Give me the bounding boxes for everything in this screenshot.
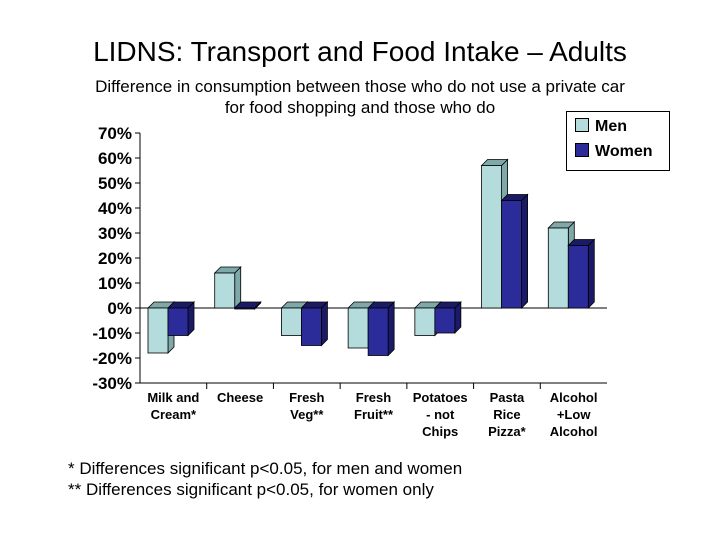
x-tick-label: Rice [493, 407, 520, 422]
x-tick-label: Alcohol [550, 390, 598, 405]
subtitle-line: Difference in consumption between those … [95, 77, 625, 96]
footnotes: * Differences significant p<0.05, for me… [68, 458, 462, 500]
legend-item-men: Men [575, 118, 627, 136]
bar-men [281, 307, 302, 336]
bar-men [481, 165, 502, 309]
legend-item-women: Women [575, 143, 652, 161]
legend-label-men: Men [595, 118, 627, 135]
bar-men [147, 307, 169, 354]
legend-swatch-women [575, 143, 589, 157]
bar-women [501, 200, 522, 309]
x-tick-label: Pasta [490, 390, 525, 405]
bar-men [347, 307, 369, 349]
y-tick-label: 30% [98, 224, 132, 243]
y-tick-label: 40% [98, 199, 132, 218]
x-tick-label: Alcohol [550, 424, 598, 439]
bar-women [367, 307, 389, 356]
y-tick-label: 60% [98, 149, 132, 168]
x-tick-label: Chips [422, 424, 458, 439]
bar-side [521, 193, 528, 309]
y-tick-label: 50% [98, 174, 132, 193]
x-tick-label: Cream* [151, 407, 197, 422]
bar-men [414, 307, 436, 336]
y-tick-label: -30% [92, 374, 132, 393]
legend-swatch-men [575, 118, 589, 132]
x-tick-label: Milk and [147, 390, 199, 405]
x-tick-label: Veg** [290, 407, 324, 422]
bar-side [387, 301, 395, 357]
bar-women [234, 307, 256, 310]
y-tick-label: 10% [98, 274, 132, 293]
x-tick-label: - not [426, 407, 455, 422]
footnote-1: * Differences significant p<0.05, for me… [68, 459, 463, 478]
x-tick-label: Potatoes [413, 390, 468, 405]
legend-label-women: Women [595, 143, 653, 160]
x-tick-label: Cheese [217, 390, 263, 405]
x-tick-label: Fresh [289, 390, 324, 405]
chart-title: LIDNS: Transport and Food Intake – Adult… [93, 36, 627, 67]
bar-women [167, 307, 189, 336]
bar-women [434, 307, 456, 334]
bar-men [214, 272, 236, 309]
x-tick-label: Fruit** [354, 407, 394, 422]
y-tick-label: 0% [107, 299, 132, 318]
bar-side [234, 266, 242, 309]
subtitle-line: for food shopping and those who do [224, 98, 496, 117]
bar-side [321, 301, 328, 347]
y-tick-label: 70% [98, 124, 132, 143]
chart-subtitle: Difference in consumption between those … [60, 76, 660, 118]
y-tick-label: -10% [92, 324, 132, 343]
bar-women [301, 307, 322, 346]
x-tick-label: +Low [557, 407, 591, 422]
bar-men [547, 227, 569, 309]
footnote-2: ** Differences significant p<0.05, for w… [68, 480, 434, 499]
x-tick-label: Pizza* [488, 424, 527, 439]
y-tick-label: 20% [98, 249, 132, 268]
bar-side [587, 238, 595, 309]
legend: Men Women [566, 111, 670, 171]
y-tick-label: -20% [92, 349, 132, 368]
x-tick-label: Fresh [356, 390, 391, 405]
bar-women [567, 245, 589, 309]
